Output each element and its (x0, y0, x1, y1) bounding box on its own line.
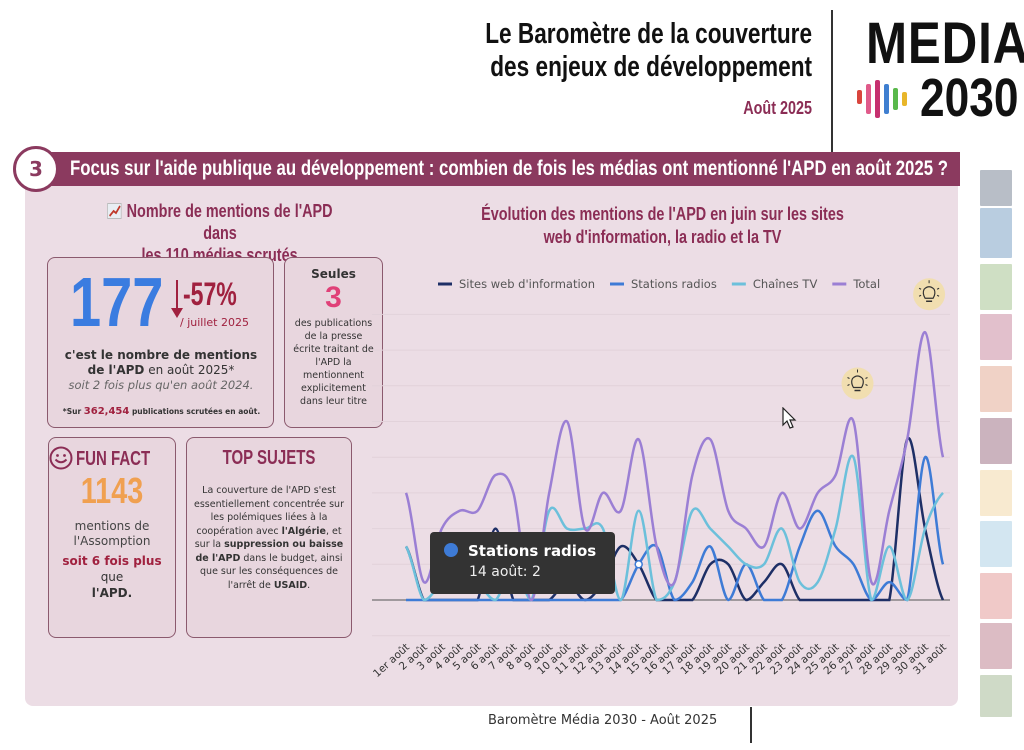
bulb-ray (918, 287, 922, 290)
header-divider (831, 10, 833, 152)
left-title-line-1: Nombre de mentions de l'APD dans (126, 201, 333, 243)
legend-label: Stations radios (631, 277, 717, 291)
comparison-text: soit 2 fois plus qu'en août 2024. (68, 378, 254, 392)
tooltip-series: Stations radios (468, 542, 597, 560)
fun-fact-title: FUN FACT (76, 448, 151, 470)
only-desc: des publications de la presse écrite tra… (293, 318, 374, 407)
bulb-ray (847, 384, 850, 386)
color-strip (980, 170, 1012, 206)
top-subjects-card: TOP SUJETS La couverture de l'APD s'est … (186, 437, 352, 638)
bulb-ray (865, 377, 868, 379)
only-label: Seules (311, 267, 356, 281)
color-strip (980, 264, 1012, 310)
bulb-ray (936, 287, 940, 290)
bulb-glass (922, 286, 936, 299)
legend-label: Sites web d'information (459, 277, 595, 291)
smiley-icon (49, 446, 73, 470)
ts-bold-1: l'Algérie (281, 525, 326, 537)
ts-text-4: . (307, 579, 311, 591)
ts-bold-3: USAID (273, 579, 308, 591)
title-line-2: des enjeux de développement (490, 51, 812, 83)
total-mentions-description: c'est le nombre de mentions de l'APD en … (56, 348, 266, 393)
logo-bar (875, 80, 880, 118)
tooltip-value: 14 août: 2 (469, 564, 541, 580)
section-number: 3 (13, 146, 59, 192)
tooltip-series-dot (444, 543, 458, 557)
total-mentions-card: 177 -57% / juillet 2025 c'est le nombre … (47, 257, 274, 428)
ts-text-1: La couverture de l'APD s'est essentielle… (194, 485, 344, 537)
title-mentions-card: Seules 3 des publications de la presse é… (284, 257, 383, 428)
logo-media: MEDIA (866, 11, 1024, 76)
footer-divider (750, 707, 752, 743)
logo-bar (857, 90, 862, 104)
arrow-down-icon (171, 280, 183, 318)
color-strip (980, 521, 1012, 567)
bulb-ray (918, 294, 922, 297)
legend-label: Total (852, 277, 880, 291)
fun-fact-rest: que (100, 570, 124, 584)
lightbulb-bg (913, 278, 946, 311)
logo-bar (893, 88, 898, 110)
section-title: Focus sur l'aide publique au développeme… (70, 157, 949, 180)
fun-fact-tail: l'APD. (91, 586, 133, 600)
fun-fact-value: 1143 (80, 470, 144, 511)
series-line (404, 436, 945, 602)
section-banner: Focus sur l'aide publique au développeme… (40, 152, 960, 186)
logo-bar (884, 84, 889, 114)
series-line (404, 330, 945, 602)
report-title: Le Baromètre de la couverture des enjeux … (485, 18, 812, 84)
color-strip (980, 675, 1012, 717)
note-prefix: *Sur (62, 407, 84, 416)
color-strip (980, 573, 1012, 619)
fun-fact-desc: mentions de l'Assomption (73, 519, 151, 548)
top-subjects-text: La couverture de l'APD s'est essentielle… (193, 484, 345, 592)
chart-title: Évolution des mentions de l'APD en juin … (420, 203, 905, 249)
chart-tooltip: Stations radios 14 août: 2 (430, 532, 615, 594)
note-suffix: publications scrutées en août. (129, 407, 261, 416)
color-strip (980, 470, 1012, 516)
lightbulb-icon (841, 367, 874, 400)
change-reference: / juillet 2025 (180, 316, 249, 329)
color-strip (980, 366, 1012, 412)
chart-title-text: Évolution des mentions de l'APD en juin … (481, 204, 844, 247)
hover-point (634, 560, 643, 569)
desc-rest: en août 2025* (144, 363, 235, 377)
top-subjects-title: TOP SUJETS (222, 447, 316, 469)
footnote: *Sur 362,454 publications scrutées en ao… (54, 406, 269, 417)
bulb-ray (847, 377, 850, 379)
color-strip (980, 208, 1012, 258)
color-strip (980, 623, 1012, 669)
fun-fact-header: FUN FACT (49, 446, 175, 471)
total-mentions-value: 177 (70, 263, 164, 341)
lightbulb-icon (913, 278, 946, 311)
ts-text-2: , et sur la (194, 525, 342, 551)
change-value: -57% (183, 276, 237, 312)
note-value: 362,454 (83, 406, 130, 417)
legend-label: Chaînes TV (753, 277, 818, 291)
color-strip (980, 314, 1012, 360)
desc-bold: c'est le nombre de mentions de l'APD (64, 348, 258, 377)
mouse-cursor-icon (782, 407, 797, 429)
logo-bar (902, 92, 907, 106)
footer-text: Baromètre Média 2030 - Août 2025 (488, 713, 718, 728)
bulb-ray (865, 384, 868, 386)
ts-text-3: dans le budget, ainsi que sur les conséq… (200, 552, 343, 591)
lightbulb-bg (841, 367, 874, 400)
chart-increasing-icon (107, 203, 122, 219)
fun-fact-highlight: soit 6 fois plus (62, 554, 162, 568)
logo-bars-icon (857, 80, 907, 118)
only-value: 3 (325, 281, 342, 314)
color-strip (980, 418, 1012, 464)
ts-bold-2: suppression ou baisse de l'APD (195, 539, 344, 564)
logo-bar (866, 84, 871, 114)
fun-fact-comparison: soit 6 fois plus que l'APD. (59, 553, 165, 601)
report-month: Août 2025 (743, 98, 812, 118)
title-line-1: Le Baromètre de la couverture (485, 18, 812, 50)
logo-2030: 2030 (920, 68, 1019, 128)
bulb-glass (851, 375, 864, 389)
tooltip-header: Stations radios (444, 541, 615, 560)
fun-fact-card: FUN FACT 1143 mentions de l'Assomption s… (48, 437, 176, 638)
bulb-ray (936, 294, 940, 297)
